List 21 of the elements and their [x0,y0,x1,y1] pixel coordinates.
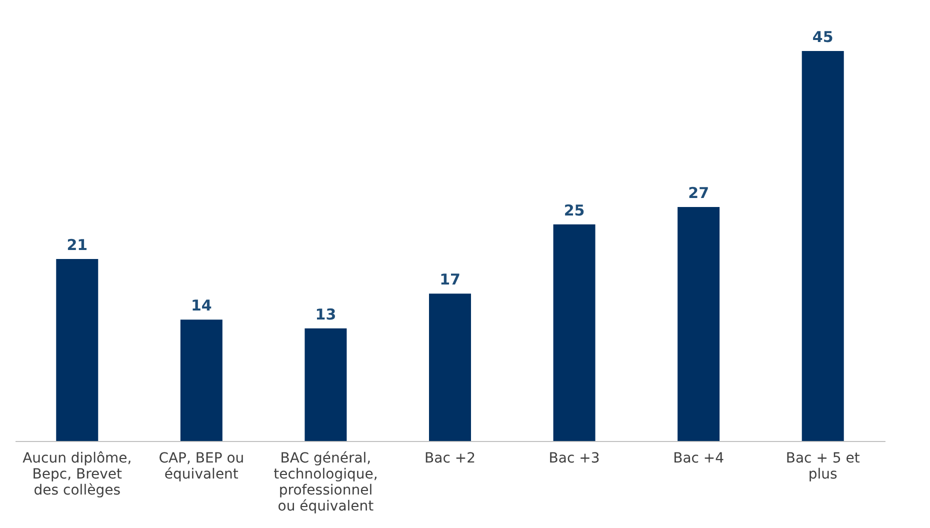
x-tick-label: CAP, BEP ou équivalent [158,450,244,482]
x-tick-label: Bac +4 [673,450,724,466]
x-tick-label: Aucun diplôme, Bepc, Brevet des collèges [22,450,132,498]
data-label: 14 [190,296,212,315]
bar [56,259,98,441]
data-label: 45 [812,28,834,46]
x-tick-label: Bac +3 [548,450,600,466]
bar [429,294,471,441]
data-label: 21 [66,236,88,254]
x-tick-label: Bac + 5 et plus [786,450,860,482]
bar [180,320,222,441]
x-tick-label: BAC général, technologique, professionnel ou équivalent [274,450,378,514]
bar [553,224,596,441]
bar [304,328,347,441]
data-label: 17 [440,270,460,289]
data-label: 27 [688,184,710,202]
data-label: 25 [564,201,585,220]
data-label: 13 [315,305,336,324]
bar [678,207,720,441]
x-tick-label: Bac +2 [424,450,476,466]
bar [802,51,844,441]
